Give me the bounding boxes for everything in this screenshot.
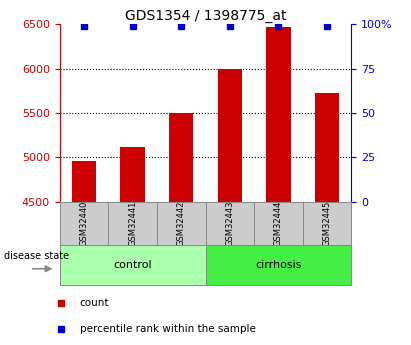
Text: GSM32440: GSM32440 — [79, 201, 88, 246]
Bar — [108, 202, 157, 245]
Text: GSM32443: GSM32443 — [225, 201, 234, 246]
Text: GSM32442: GSM32442 — [177, 201, 186, 246]
Bar — [120, 147, 145, 202]
Bar — [266, 27, 291, 202]
Bar — [206, 202, 254, 245]
Text: cirrhosis: cirrhosis — [255, 260, 302, 270]
Text: percentile rank within the sample: percentile rank within the sample — [80, 324, 256, 334]
Bar — [315, 92, 339, 202]
Text: disease state: disease state — [4, 251, 69, 261]
Bar — [169, 113, 193, 202]
Text: count: count — [80, 298, 109, 308]
Text: GSM32444: GSM32444 — [274, 201, 283, 246]
Bar — [60, 202, 108, 245]
Title: GDS1354 / 1398775_at: GDS1354 / 1398775_at — [125, 9, 286, 23]
Bar — [157, 202, 206, 245]
Bar — [303, 202, 351, 245]
Bar — [72, 161, 96, 202]
Text: control: control — [113, 260, 152, 270]
Text: GSM32441: GSM32441 — [128, 201, 137, 246]
Bar — [60, 245, 206, 285]
Bar — [206, 245, 351, 285]
Text: GSM32445: GSM32445 — [323, 201, 332, 246]
Bar — [218, 69, 242, 202]
Bar — [254, 202, 303, 245]
